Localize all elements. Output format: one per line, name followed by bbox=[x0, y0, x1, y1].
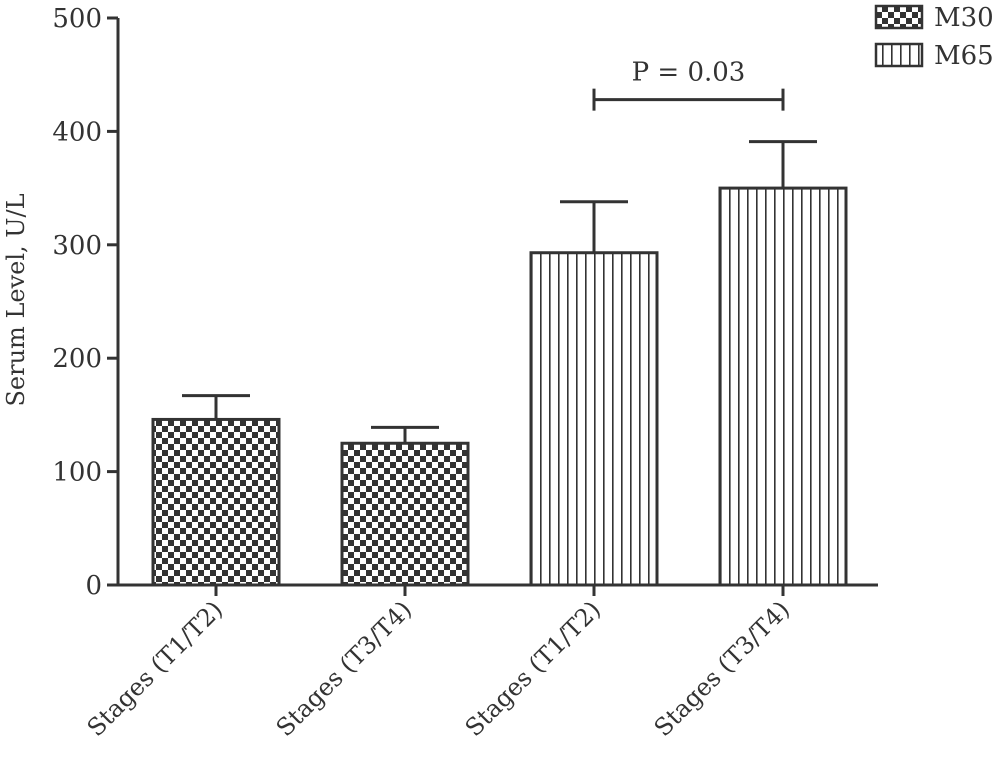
x-axis: Stages (T1/T2) Stages (T3/T4) Stages (T1/T… bbox=[82, 583, 878, 742]
y-axis: 0 100 200 300 400 500 bbox=[52, 4, 120, 601]
y-tick-label: 100 bbox=[52, 458, 102, 488]
legend-label: M30 bbox=[934, 3, 994, 33]
error-bars bbox=[182, 140, 817, 444]
annotations: P = 0.03 bbox=[592, 58, 785, 111]
x-tick-label: Stages (T1/T2) bbox=[460, 595, 607, 742]
x-tick-label: Stages (T3/T4) bbox=[649, 595, 796, 742]
legend-swatch bbox=[874, 42, 924, 68]
y-axis-label: Serum Level, U/L bbox=[2, 193, 30, 406]
y-tick-label: 300 bbox=[52, 231, 102, 261]
bar bbox=[340, 441, 470, 587]
bars bbox=[151, 186, 848, 587]
y-tick-label: 200 bbox=[52, 344, 102, 374]
legend-swatch bbox=[874, 4, 924, 30]
x-tick-label: Stages (T1/T2) bbox=[82, 595, 229, 742]
p-value-label: P = 0.03 bbox=[632, 58, 746, 88]
y-tick-label: 400 bbox=[52, 117, 102, 147]
bar bbox=[529, 251, 659, 587]
bar bbox=[718, 186, 848, 587]
legend-label: M65 bbox=[934, 41, 994, 71]
y-tick-label: 500 bbox=[52, 4, 102, 34]
bar bbox=[151, 417, 281, 587]
x-tick-label: Stages (T3/T4) bbox=[271, 595, 418, 742]
y-tick-label: 0 bbox=[85, 571, 102, 601]
